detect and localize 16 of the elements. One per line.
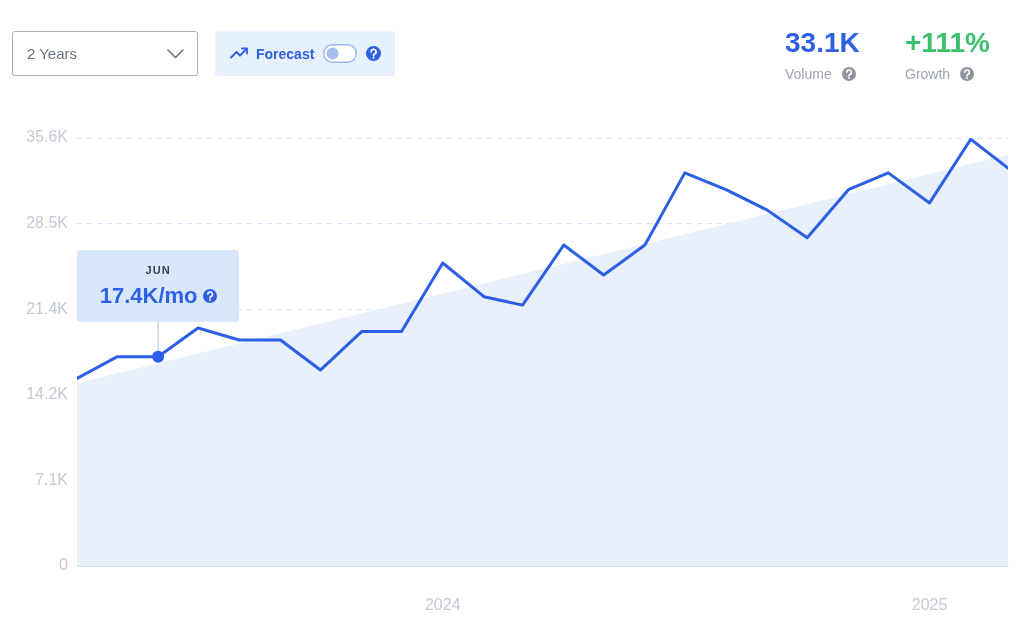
text: 33.1K <box>785 27 860 59</box>
y-tick-label: 35.6K <box>26 128 69 146</box>
y-tick-label: 0 <box>59 556 69 574</box>
y-tick-label: 28.5K <box>26 214 69 232</box>
y-tick-label: 21.4K <box>26 299 69 317</box>
text: Growth <box>905 66 951 82</box>
annotation: JUN <box>144 263 172 277</box>
text: +111% <box>905 27 990 59</box>
y-tick-label: 7.1K <box>35 470 69 488</box>
x-tick-label: 2025 <box>911 596 948 614</box>
text: Volume <box>785 66 832 82</box>
y-tick-label: 14.2K <box>26 385 69 403</box>
annotation: 17.4K/mo <box>99 282 198 309</box>
text: Forecast <box>256 45 315 62</box>
text: 2 Years <box>27 45 78 62</box>
x-tick-label: 2024 <box>424 596 461 614</box>
